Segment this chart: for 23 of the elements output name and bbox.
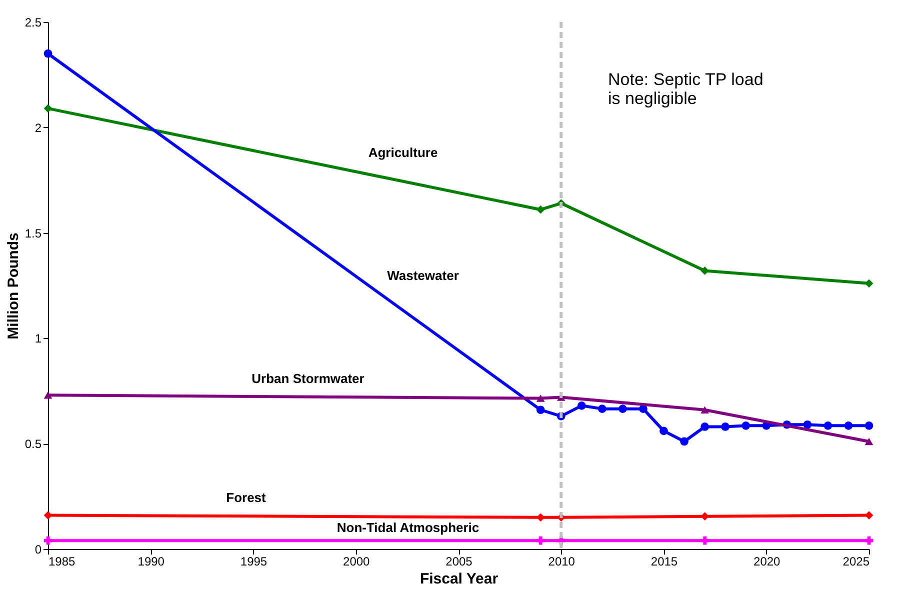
x-tick-label: 2005: [446, 554, 473, 568]
x-tick-label: 1985: [48, 554, 76, 568]
y-tick-label: 1: [34, 332, 42, 346]
y-tick-label: 2.5: [24, 16, 42, 30]
x-tick-label: 2025: [842, 554, 870, 568]
series-label: Forest: [226, 490, 267, 505]
y-tick-label: 0: [34, 542, 42, 556]
series-label: Wastewater: [387, 268, 459, 283]
x-tick-label: 2010: [548, 554, 576, 568]
y-tick-label: 1.5: [24, 226, 42, 240]
x-tick-label: 2020: [754, 554, 781, 568]
x-tick-label: 1990: [138, 554, 165, 568]
series-label: Urban Stormwater: [252, 371, 364, 386]
y-axis-title: Million Pounds: [4, 232, 22, 340]
annotation: Note: Septic TP load is negligible: [608, 70, 764, 108]
series-label: Non-Tidal Atmospheric: [336, 520, 480, 535]
x-axis-title: Fiscal Year: [420, 570, 498, 588]
y-tick-label: 0.5: [24, 437, 42, 452]
x-tick-label: 1995: [240, 554, 268, 568]
y-tick-label: 2: [34, 120, 42, 135]
x-tick-label: 2015: [650, 554, 678, 568]
x-tick-label: 2000: [343, 554, 370, 568]
series-label: Agriculture: [368, 145, 438, 160]
